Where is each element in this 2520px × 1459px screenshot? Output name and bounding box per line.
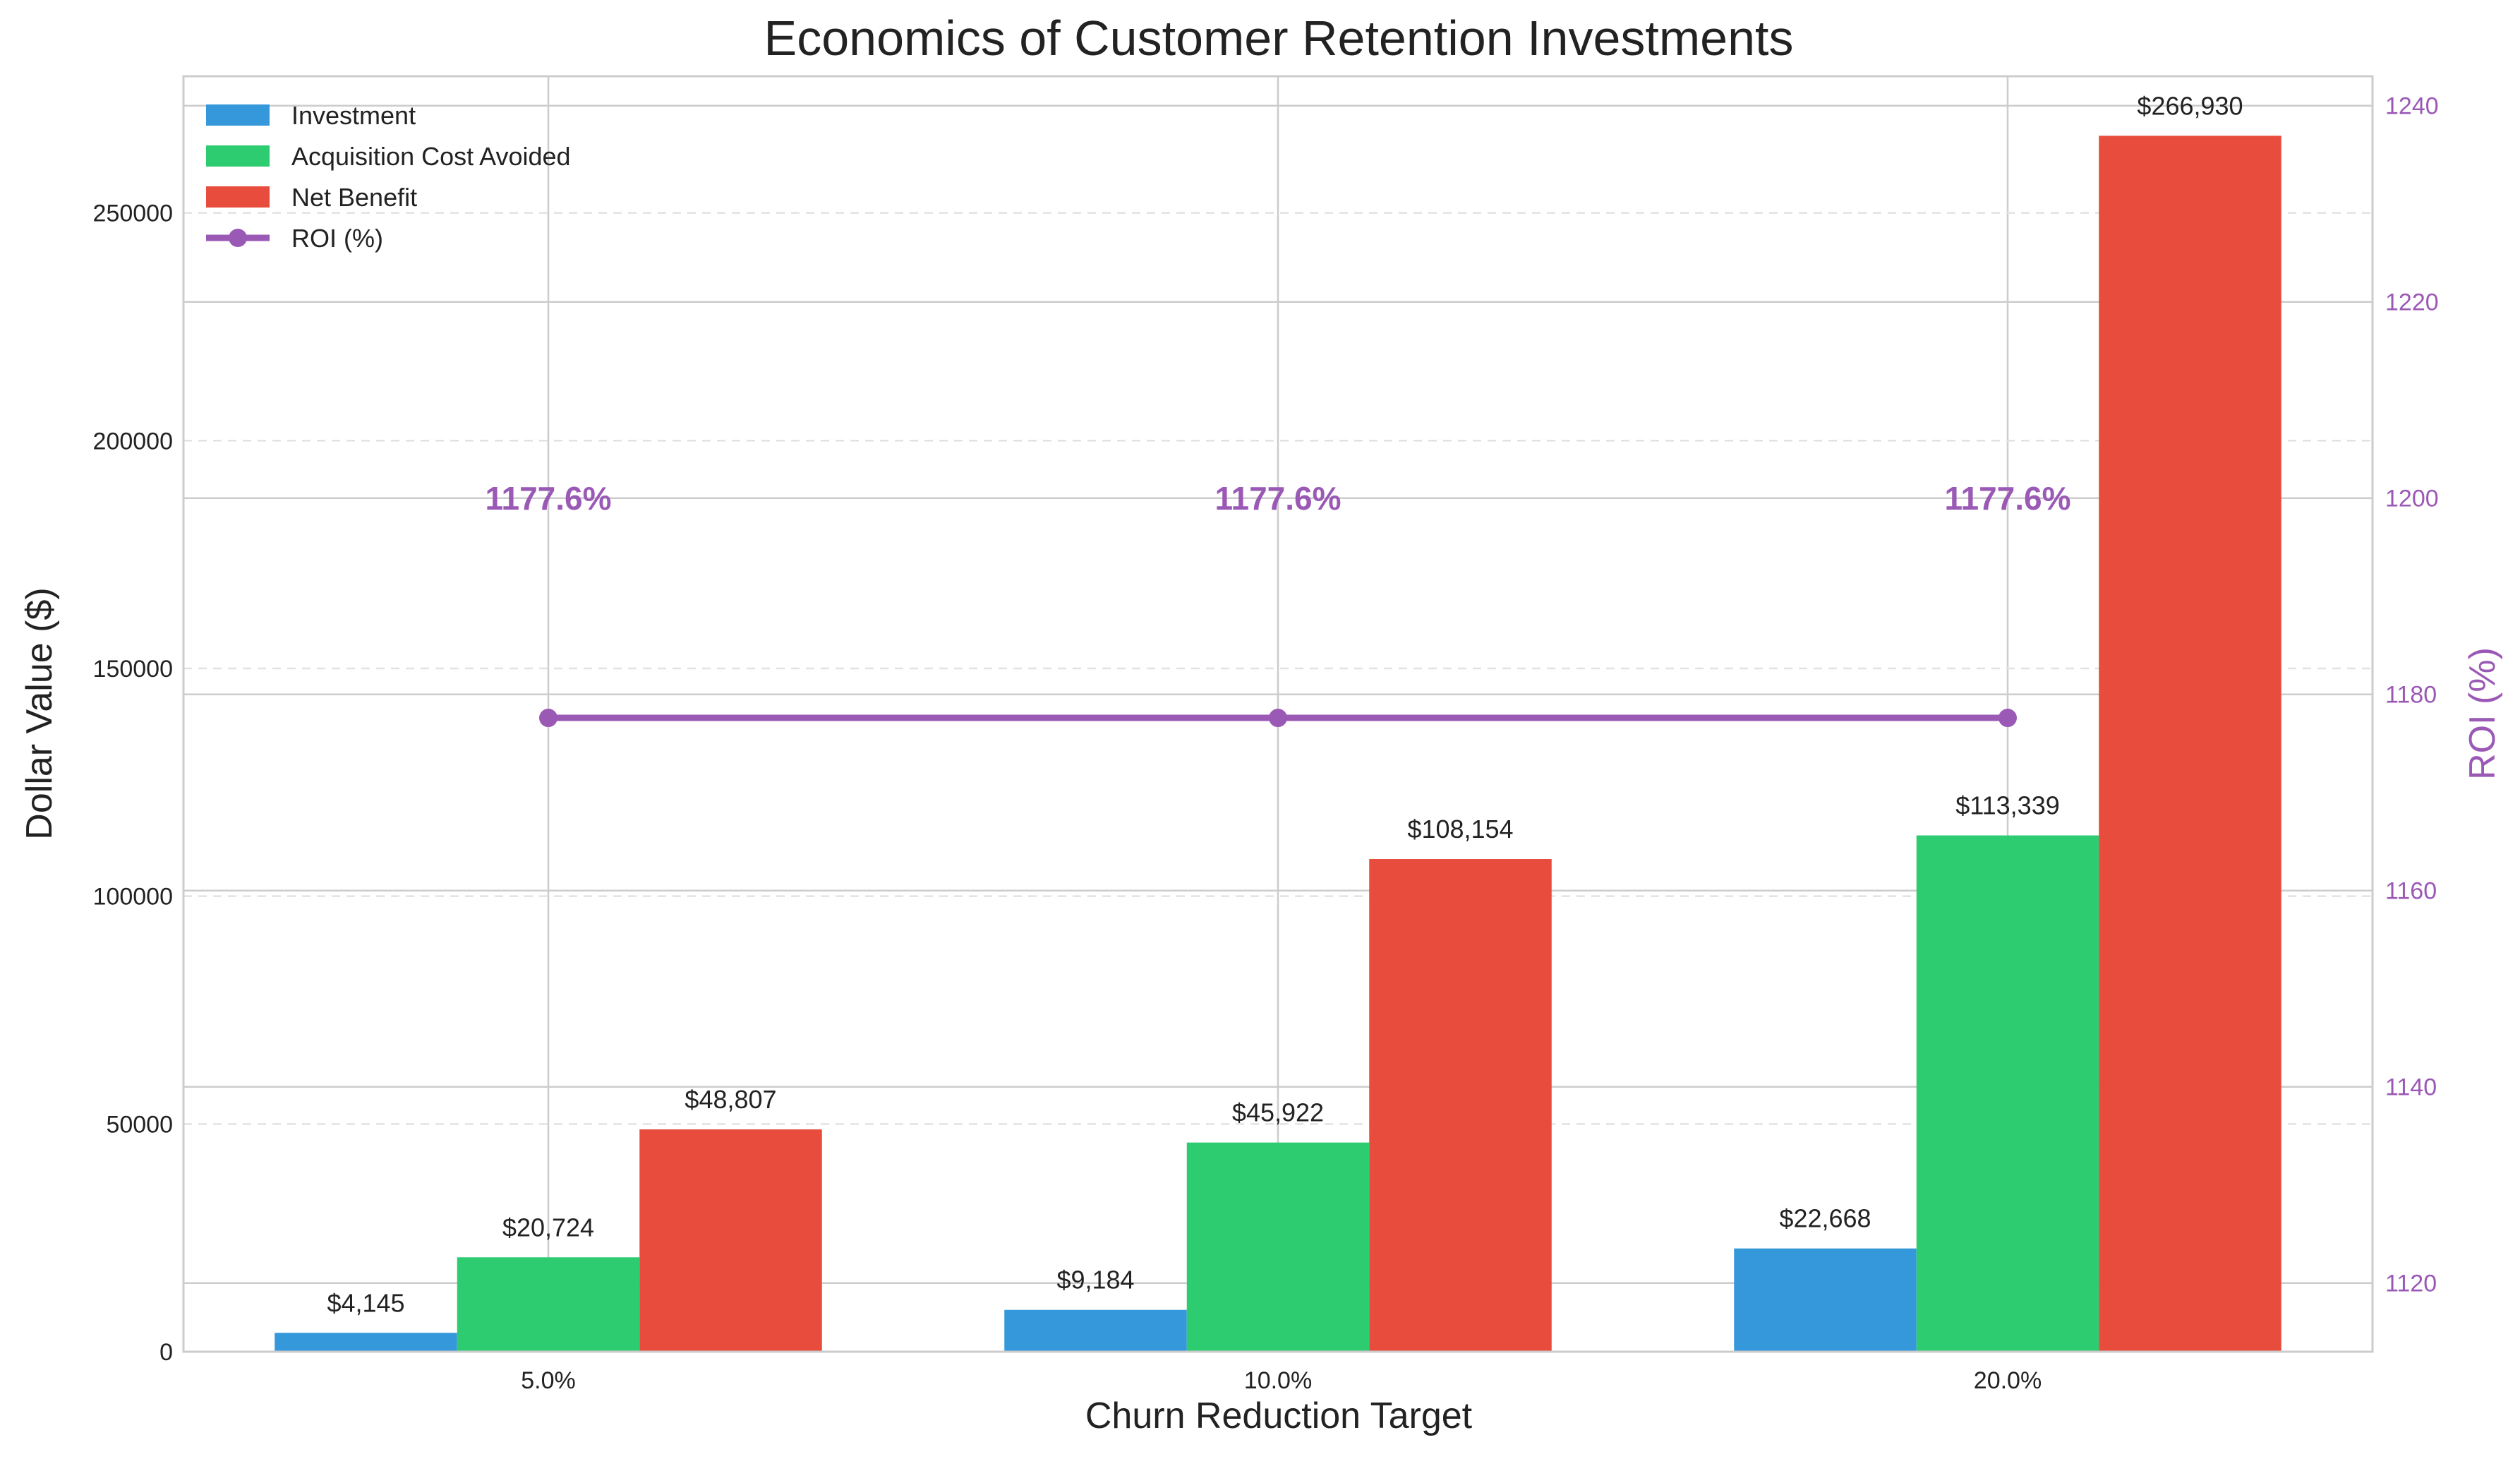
y2-axis-title: ROI (%)	[2462, 647, 2503, 780]
chart-title: Economics of Customer Retention Investme…	[764, 11, 1794, 66]
legend: Investment Acquisition Cost Avoided Net Be…	[206, 101, 571, 253]
data-labels: $4,145 $9,184 $22,668 $20,724 $45,922 $113,33…	[327, 91, 2243, 1317]
y2-tick-label: 1220	[2385, 289, 2439, 316]
bar-value-label: $45,922	[1232, 1098, 1324, 1127]
roi-point	[539, 709, 557, 728]
legend-swatch	[206, 145, 270, 167]
legend-label: Net Benefit	[291, 183, 417, 212]
legend-label: Acquisition Cost Avoided	[291, 142, 571, 171]
y-axis-title: Dollar Value ($)	[19, 587, 60, 839]
bars	[275, 136, 2281, 1352]
y-tick-label: 150000	[93, 656, 173, 683]
legend-label: Investment	[291, 101, 416, 130]
legend-label: ROI (%)	[291, 224, 383, 253]
roi-point	[1998, 709, 2017, 728]
y-tick-label: 200000	[93, 428, 173, 455]
bar-value-label: $4,145	[327, 1288, 404, 1317]
legend-marker	[229, 229, 247, 247]
bar	[2099, 136, 2281, 1352]
bar	[639, 1129, 822, 1352]
y-tick-label: 0	[159, 1339, 173, 1366]
plot-frame	[182, 75, 2374, 1353]
roi-value-label: 1177.6%	[485, 480, 611, 517]
y2-tick-label: 1180	[2385, 682, 2437, 709]
bar	[1734, 1248, 1917, 1352]
bar-value-label: $22,668	[1779, 1204, 1871, 1233]
bar	[275, 1333, 457, 1352]
roi-line	[539, 709, 2017, 728]
x-axis-title: Churn Reduction Target	[1085, 1395, 1473, 1436]
bar-value-label: $108,154	[1407, 815, 1513, 843]
legend-swatch	[206, 104, 270, 126]
y2-tick-label: 1140	[2385, 1074, 2437, 1101]
bar	[1186, 1142, 1370, 1352]
roi-value-label: 1177.6%	[1944, 480, 2070, 517]
legend-swatch	[206, 186, 270, 208]
y2-tick-label: 1200	[2385, 486, 2439, 512]
y2-tick-label: 1120	[2385, 1271, 2437, 1297]
y2-tick-label: 1240	[2385, 93, 2439, 120]
y2-tick-label: 1160	[2385, 878, 2437, 905]
bar-value-label: $48,807	[685, 1085, 776, 1114]
tick-labels: 0 50000 100000 150000 200000 250000 1120 1140 11…	[93, 93, 2439, 1394]
bar-value-label: $266,930	[2137, 91, 2243, 120]
x-tick-label: 10.0%	[1244, 1367, 1312, 1394]
bar	[1004, 1309, 1187, 1352]
bar-value-label: $20,724	[502, 1213, 594, 1242]
x-tick-label: 5.0%	[521, 1367, 576, 1394]
bar	[457, 1257, 640, 1352]
bar-value-label: $113,339	[1955, 791, 2059, 820]
y-tick-label: 50000	[106, 1111, 173, 1138]
y-tick-label: 100000	[93, 884, 173, 911]
y-tick-label: 250000	[93, 200, 173, 227]
bar	[1916, 835, 2099, 1352]
roi-value-label: 1177.6%	[1214, 480, 1341, 517]
roi-point	[1269, 709, 1287, 728]
x-tick-label: 20.0%	[1974, 1367, 2042, 1394]
bar	[1369, 859, 1552, 1352]
bar-value-label: $9,184	[1056, 1266, 1134, 1295]
